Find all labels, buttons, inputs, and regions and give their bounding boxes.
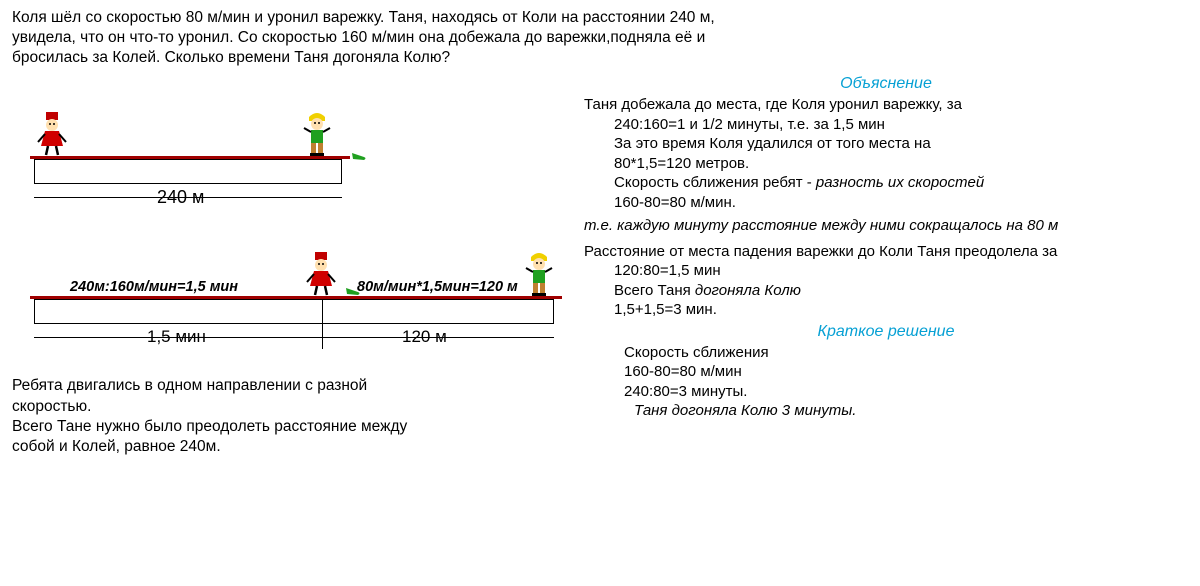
track-box bbox=[34, 299, 554, 324]
explain-line: Скорость сближения ребят - разность их с… bbox=[584, 173, 1188, 193]
problem-line: Коля шёл со скоростью 80 м/мин и уронил … bbox=[12, 8, 732, 28]
explain-em: догоняла Колю bbox=[695, 282, 801, 299]
explain-line: 160-80=80 м/мин. bbox=[584, 193, 1188, 213]
explain-text: Всего Таня bbox=[614, 282, 695, 299]
diagram-1: 240 м bbox=[12, 114, 572, 209]
problem-line: бросилась за Колей. Сколько времени Таня… bbox=[12, 48, 732, 68]
kolya-icon bbox=[522, 252, 556, 296]
explanation-heading: Объяснение bbox=[584, 74, 1188, 95]
right-column: Объяснение Таня добежала до места, где К… bbox=[572, 74, 1188, 457]
section-vrule bbox=[322, 324, 323, 349]
explain-text: Скорость сближения ребят - bbox=[614, 174, 816, 191]
short-block: Скорость сближения 160-80=80 м/мин 240:8… bbox=[624, 343, 1188, 402]
explain-em-line: т.е. каждую минуту расстояние между ними… bbox=[584, 216, 1188, 236]
explanation-block: Таня добежала до места, где Коля уронил … bbox=[584, 95, 1188, 320]
explain-line: Всего Таня догоняла Колю bbox=[584, 281, 1188, 301]
explain-line: 1,5+1,5=3 мин. bbox=[584, 300, 1188, 320]
explain-line: 120:80=1,5 мин bbox=[584, 261, 1188, 281]
short-line: Скорость сближения bbox=[624, 343, 1188, 363]
explain-line: 240:160=1 и 1/2 минуты, т.е. за 1,5 мин bbox=[584, 115, 1188, 135]
section-label-time: 1,5 мин bbox=[147, 326, 206, 348]
explain-line: За это время Коля удалился от того места… bbox=[584, 134, 1188, 154]
final-answer: Таня догоняла Колю 3 минуты. bbox=[634, 401, 1188, 421]
section-label-dist: 120 м bbox=[402, 326, 447, 348]
distance-label: 240 м bbox=[157, 186, 204, 209]
calc-label-a: 240м:160м/мин=1,5 мин bbox=[70, 278, 238, 297]
explain-em: разность их скоростей bbox=[816, 174, 984, 191]
tanya-icon bbox=[35, 112, 69, 156]
problem-line: увидела, что он что-то уронил. Со скорос… bbox=[12, 28, 732, 48]
tanya-icon bbox=[304, 252, 338, 296]
note-block: Ребята двигались в одном направлении с р… bbox=[12, 376, 442, 457]
explain-line: 80*1,5=120 метров. bbox=[584, 154, 1188, 174]
short-line: 160-80=80 м/мин bbox=[624, 362, 1188, 382]
short-heading: Краткое решение bbox=[584, 322, 1188, 343]
calc-label-b: 80м/мин*1,5мин=120 м bbox=[357, 278, 518, 297]
diagram-2: 240м:160м/мин=1,5 мин 80м/мин*1,5мин=120… bbox=[12, 254, 572, 354]
explain-line: Расстояние от места падения варежки до К… bbox=[584, 242, 1188, 262]
track-divider bbox=[322, 299, 323, 324]
note-line: Ребята двигались в одном направлении с р… bbox=[12, 376, 442, 416]
short-line: 240:80=3 минуты. bbox=[624, 382, 1188, 402]
kolya-icon bbox=[300, 112, 334, 156]
left-column: 240 м bbox=[12, 74, 572, 457]
track-box bbox=[34, 159, 342, 184]
mitten-icon bbox=[350, 149, 368, 161]
note-line: собой и Колей, равное 240м. bbox=[12, 437, 442, 457]
explain-line: Таня добежала до места, где Коля уронил … bbox=[584, 95, 1188, 115]
note-line: Всего Тане нужно было преодолеть расстоя… bbox=[12, 417, 442, 437]
